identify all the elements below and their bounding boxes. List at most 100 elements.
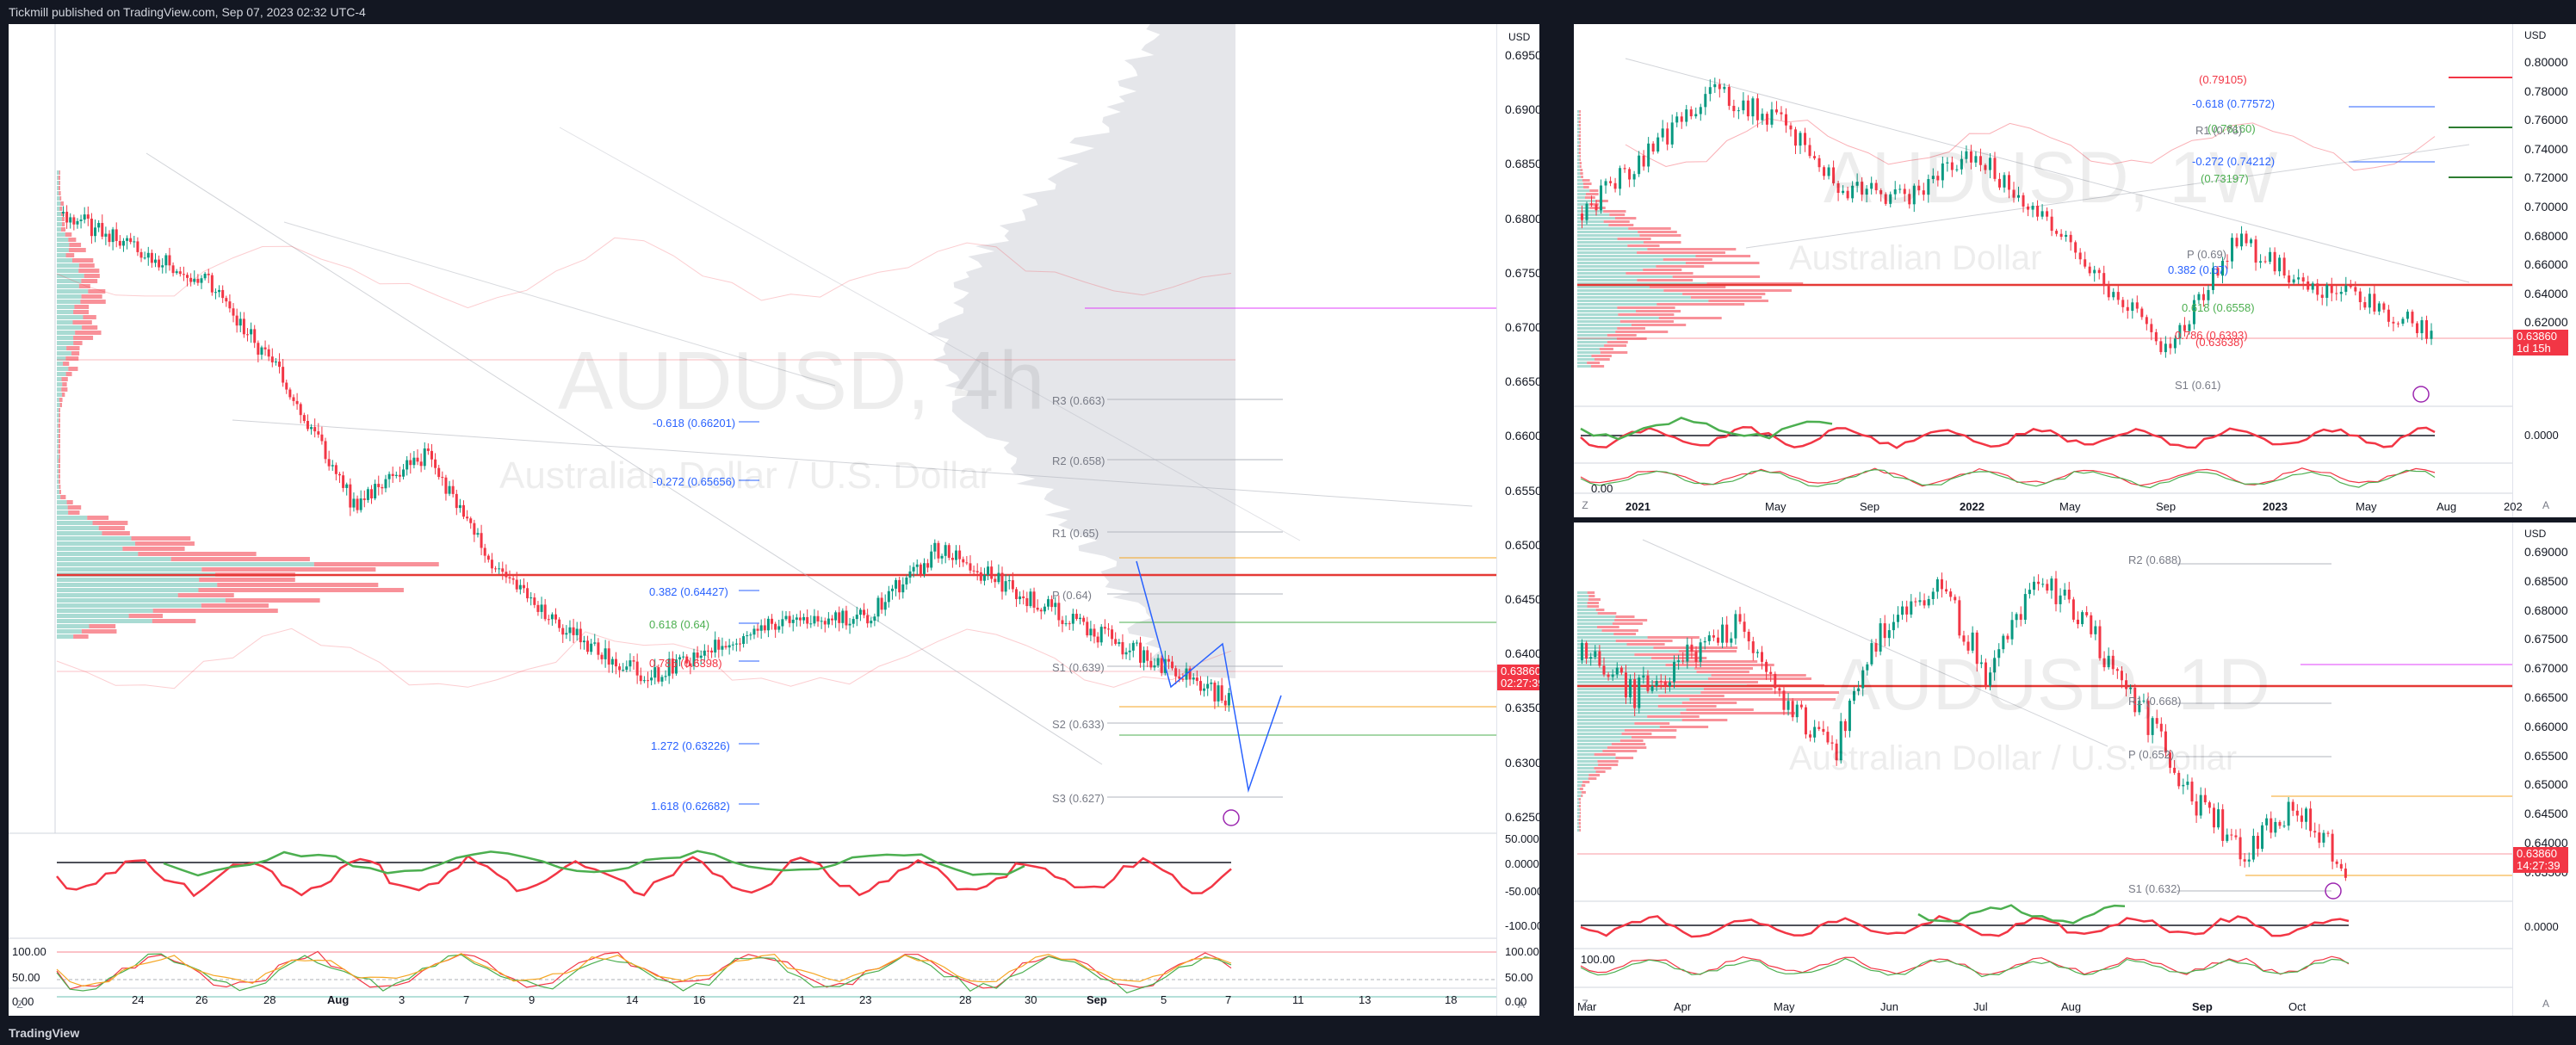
volume-profile-bull-bar xyxy=(1577,671,1697,673)
candle-body xyxy=(667,659,671,677)
candle-body xyxy=(2311,283,2314,290)
candle-body xyxy=(1014,589,1018,600)
chart-pane-4h[interactable]: AUDUSD, 4h Australian Dollar / U.S. Doll… xyxy=(9,24,1539,1016)
candle-body xyxy=(1585,203,1588,220)
session-volume-profile-bull-bar xyxy=(57,479,59,484)
x-axis-tick: 9 xyxy=(529,993,536,1006)
session-volume-profile-bear-bar xyxy=(87,516,109,520)
volume-profile-bear-bar xyxy=(1617,306,1675,309)
volume-profile-bull-bar xyxy=(1577,324,1632,326)
candle-body xyxy=(1178,676,1181,679)
price-tick: 0.64500 xyxy=(2524,807,2568,821)
candle-body xyxy=(710,650,714,653)
tradingview-logo[interactable]: TradingView xyxy=(9,1026,80,1040)
stochastic-d xyxy=(56,953,1232,994)
candle-body xyxy=(870,621,873,624)
volume-profile-bull-bar xyxy=(1577,746,1607,749)
candle-body xyxy=(1668,682,1671,687)
projection-path xyxy=(1136,560,1282,793)
volume-profile-upper-bear-bar xyxy=(83,315,96,319)
candle-body xyxy=(434,459,437,468)
zoom-reset-button[interactable]: Z xyxy=(1582,998,1588,1010)
candle-body xyxy=(150,252,153,263)
candle-body xyxy=(1804,707,1807,735)
candle-body xyxy=(104,233,108,237)
candle-body xyxy=(795,617,798,620)
volume-profile-bull-bar xyxy=(1577,653,1635,656)
candle-body xyxy=(267,349,270,357)
session-volume-profile-bear-bar xyxy=(198,588,404,592)
price-tick: 0.68000 xyxy=(2524,228,2568,243)
candle-body xyxy=(458,504,461,509)
candle-body xyxy=(2339,863,2343,869)
candle-body xyxy=(855,615,858,620)
volume-profile-bull-bar xyxy=(1577,186,1584,189)
candle-body xyxy=(1057,603,1061,621)
auto-scale-button[interactable]: A xyxy=(1517,999,1525,1011)
volume-profile-bull-bar xyxy=(1577,770,1596,773)
session-volume-profile-bull-bar xyxy=(57,624,90,628)
volume-profile-bull-bar xyxy=(1577,708,1687,711)
volume-profile-bear-bar xyxy=(1600,351,1628,354)
chart-pane-1w[interactable]: AUDUSD, 1W Australian Dollar (0.79105) -0… xyxy=(1574,24,2576,517)
candle-body xyxy=(210,275,214,293)
alert-icon[interactable] xyxy=(1223,809,1240,826)
candle-body xyxy=(1704,94,1707,108)
candle-body xyxy=(1823,167,1826,176)
candle-body xyxy=(2164,731,2167,753)
candle-body xyxy=(802,616,806,621)
candle-body xyxy=(575,628,579,635)
volume-profile-upper-bear-bar xyxy=(71,258,94,263)
volume-profile-bull-bar xyxy=(1577,124,1579,127)
candle-body xyxy=(851,619,855,624)
price-axis[interactable] xyxy=(1496,24,1539,1016)
volume-profile-bear-bar xyxy=(1656,303,1745,306)
candle-body xyxy=(426,448,430,451)
candle-body xyxy=(540,604,543,612)
candle-body xyxy=(763,625,766,631)
volume-profile-upper-bear-bar xyxy=(59,398,63,402)
volume-profile-bull-bar xyxy=(1577,317,1659,319)
alert-icon[interactable] xyxy=(2325,882,2342,900)
chart-canvas-4h[interactable] xyxy=(9,24,1539,1016)
chart-canvas-1w[interactable] xyxy=(1574,24,2576,517)
session-volume-profile-bull-bar xyxy=(57,521,93,525)
candle-body xyxy=(565,633,568,635)
candle-body xyxy=(1699,107,1702,114)
candle-body xyxy=(2354,287,2357,292)
price-axis[interactable] xyxy=(2512,24,2576,517)
volume-profile-upper-bear-bar xyxy=(59,408,60,412)
candle-body xyxy=(586,640,590,652)
candle-body xyxy=(2085,612,2089,615)
candle-body xyxy=(1681,660,1685,662)
osc-tick: 0.0000 xyxy=(2524,429,2559,442)
volume-profile-bear-bar xyxy=(1589,189,1599,192)
volume-profile-bear-bar xyxy=(1685,660,1758,663)
volume-profile-upper-bull-bar xyxy=(57,382,63,386)
candle-body xyxy=(759,625,763,631)
auto-scale-button[interactable]: A xyxy=(2542,998,2549,1010)
volume-profile-upper-bear-bar xyxy=(73,341,83,345)
candle-body xyxy=(1940,579,1943,590)
candle-body xyxy=(2278,821,2282,826)
candle-body xyxy=(2301,277,2305,281)
candle-body xyxy=(2192,300,2195,325)
candle-body xyxy=(2278,257,2282,272)
candle-body xyxy=(738,643,741,645)
alert-icon[interactable] xyxy=(2412,386,2430,403)
candle-body xyxy=(1832,167,1836,183)
pivot-label: S1 (0.632) xyxy=(2128,882,2181,895)
candle-body xyxy=(2373,294,2376,312)
candle-body xyxy=(1808,145,1811,157)
volume-profile-bull-bar xyxy=(1577,358,1595,361)
candle-body xyxy=(1927,179,1930,195)
volume-profile-bear-bar xyxy=(1672,275,1761,278)
zoom-reset-button[interactable]: Z xyxy=(16,999,23,1011)
candle-body xyxy=(2112,292,2115,298)
auto-scale-button[interactable]: A xyxy=(2542,499,2549,511)
chart-pane-1d[interactable]: AUDUSD, 1D Australian Dollar / U.S. Doll… xyxy=(1574,522,2576,1016)
price-axis[interactable] xyxy=(2512,522,2576,1016)
chart-canvas-1d[interactable] xyxy=(1574,522,2576,1016)
zoom-reset-button[interactable]: Z xyxy=(1582,499,1588,511)
